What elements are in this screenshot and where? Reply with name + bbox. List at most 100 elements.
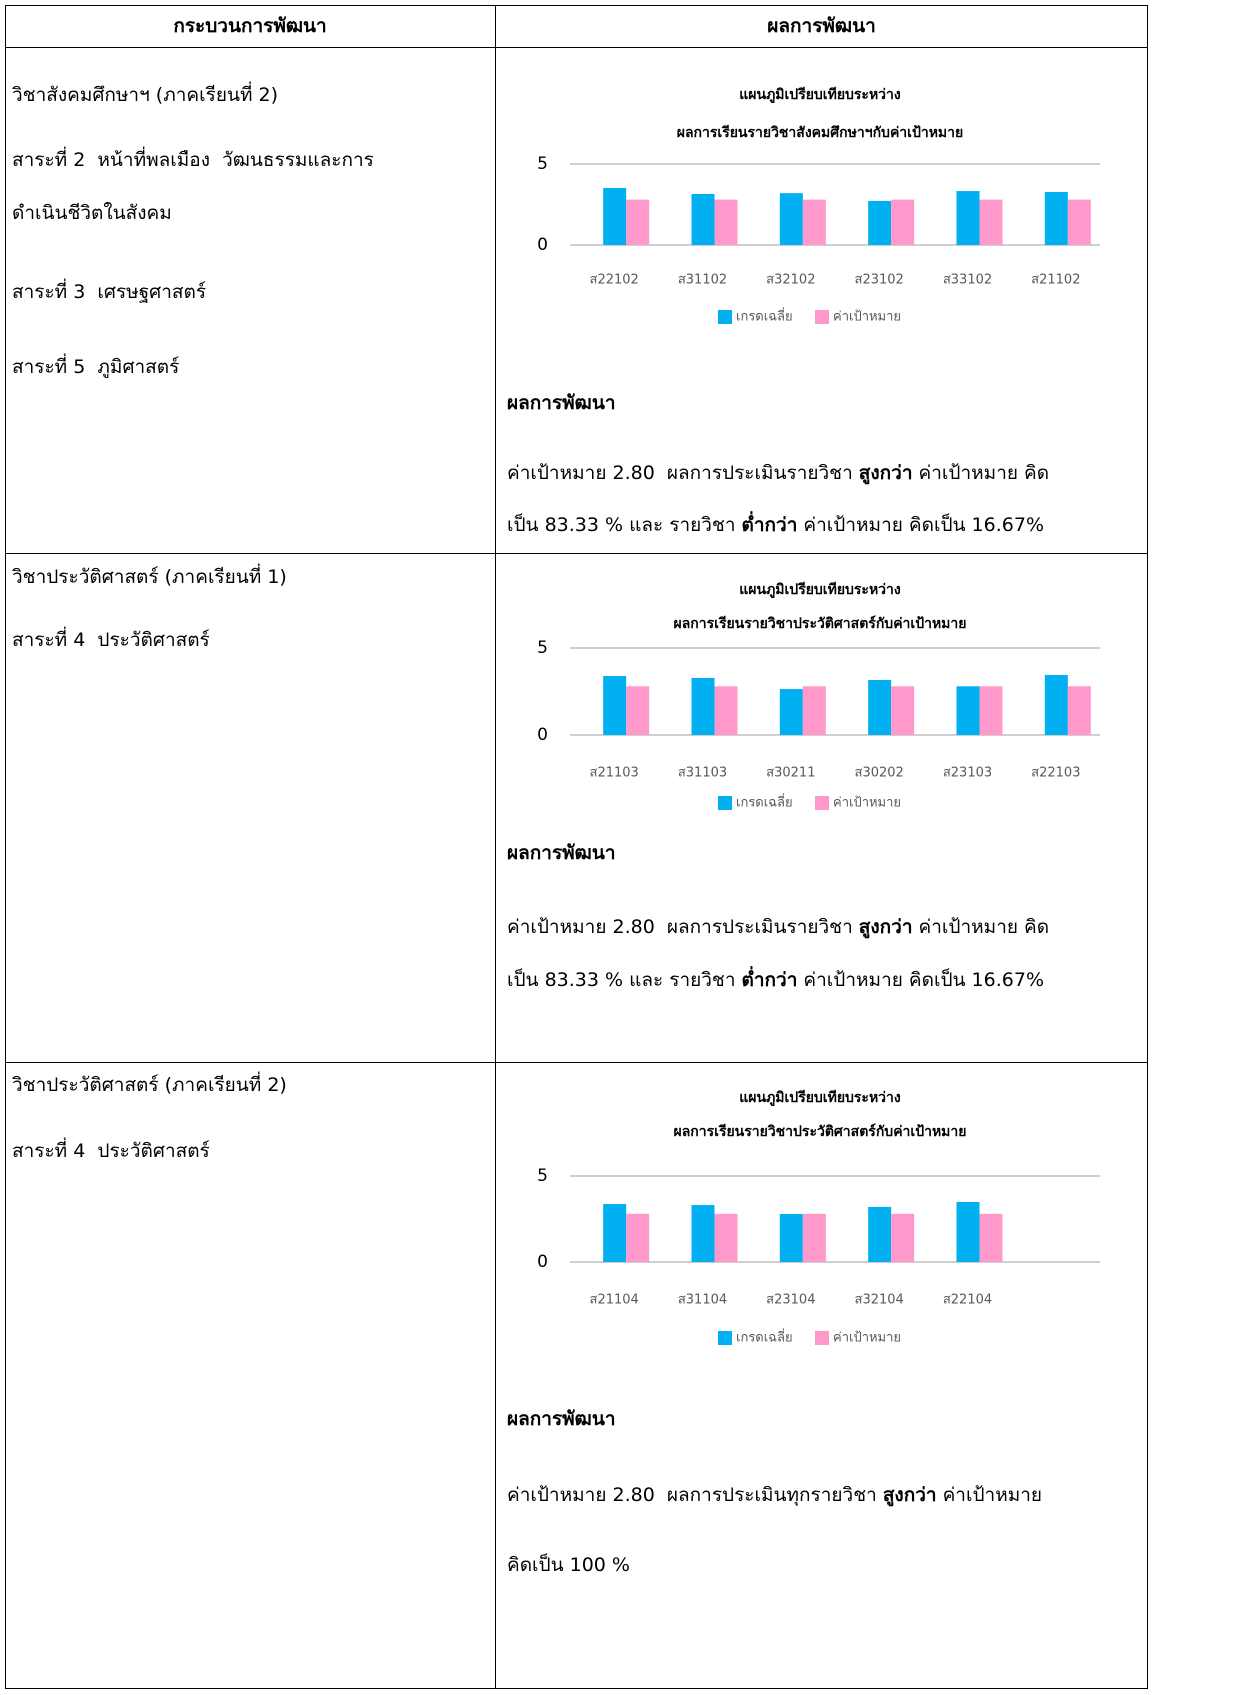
x-tick-label: ส32102 xyxy=(766,273,815,288)
result-heading: ผลการพัฒนา xyxy=(507,392,616,414)
y-tick-label: 0 xyxy=(537,1252,548,1272)
result-heading: ผลการพัฒนา xyxy=(507,1408,616,1430)
bar xyxy=(868,1206,892,1262)
bar xyxy=(1044,674,1068,735)
x-tick-label: ส21104 xyxy=(590,1293,639,1308)
chart-title: ผลการเรียนรายวิชาประวัติศาสตร์กับค่าเป้า… xyxy=(674,1123,967,1140)
legend-label: เกรดเฉลี่ย xyxy=(736,794,793,811)
left-text: สาระที่ 2 หน้าที่พลเมือง วัฒนธรรมและการ xyxy=(12,149,374,171)
bar xyxy=(603,1204,627,1262)
legend-swatch xyxy=(815,1331,829,1345)
table-cell xyxy=(495,1062,1148,1689)
legend-label: เกรดเฉลี่ย xyxy=(736,308,793,325)
left-text: วิชาประวัติศาสตร์ (ภาคเรียนที่ 1) xyxy=(12,566,287,588)
bar xyxy=(979,686,1003,735)
chart-title: ผลการเรียนรายวิชาสังคมศึกษาฯกับค่าเป้าหม… xyxy=(677,124,963,141)
bar xyxy=(626,199,650,245)
left-text: สาระที่ 5 ภูมิศาสตร์ xyxy=(12,356,180,378)
bar xyxy=(891,686,915,735)
legend-swatch xyxy=(815,310,829,324)
y-tick-label: 5 xyxy=(537,154,548,174)
result-segment: คิดเป็น 100 % xyxy=(507,1554,630,1576)
legend-label: ค่าเป้าหมาย xyxy=(833,310,901,325)
bar xyxy=(779,689,803,735)
result-line: เป็น 83.33 % และ รายวิชา ต่ำกว่า ค่าเป้า… xyxy=(507,971,1044,990)
x-tick-label: ส23102 xyxy=(855,273,904,288)
y-tick-label: 0 xyxy=(537,725,548,745)
bar xyxy=(802,686,826,735)
x-tick-label: ส21103 xyxy=(590,766,639,781)
result-segment: สูงกว่า xyxy=(858,462,913,484)
bar xyxy=(891,199,915,245)
result-segment: เป็น 83.33 % และ รายวิชา xyxy=(507,969,742,991)
x-tick-label: ส22102 xyxy=(590,273,639,288)
result-segment: ค่าเป้าหมาย คิดเป็น 16.67% xyxy=(797,514,1045,536)
header-text: กระบวนการพัฒนา xyxy=(173,15,327,37)
left-text: วิชาประวัติศาสตร์ (ภาคเรียนที่ 2) xyxy=(12,1074,287,1096)
bar xyxy=(891,1213,915,1262)
chart: แผนภูมิเปรียบเทียบระหว่างผลการเรียนรายวิ… xyxy=(537,87,1100,325)
result-segment: ค่าเป้าหมาย xyxy=(936,1484,1043,1506)
y-tick-label: 5 xyxy=(537,638,548,658)
y-tick-label: 0 xyxy=(537,235,548,255)
legend-swatch xyxy=(815,796,829,810)
left-text: ดำเนินชีวิตในสังคม xyxy=(12,202,172,224)
result-segment: ต่ำกว่า xyxy=(741,514,798,536)
x-tick-label: ส33102 xyxy=(943,273,992,288)
legend-label: ค่าเป้าหมาย xyxy=(833,1331,901,1346)
result-segment: ค่าเป้าหมาย คิด xyxy=(912,916,1050,938)
result-segment: สูงกว่า xyxy=(882,1484,937,1506)
bar xyxy=(603,187,627,245)
result-heading: ผลการพัฒนา xyxy=(507,842,616,864)
chart: แผนภูมิเปรียบเทียบระหว่างผลการเรียนรายวิ… xyxy=(537,582,1100,811)
left-text: สาระที่ 4 ประวัติศาสตร์ xyxy=(12,1140,210,1162)
x-tick-label: ส22104 xyxy=(943,1293,992,1308)
bar xyxy=(1044,192,1068,245)
bar xyxy=(714,686,738,735)
x-tick-label: ส31104 xyxy=(678,1293,727,1308)
left-text: วิชาสังคมศึกษาฯ (ภาคเรียนที่ 2) xyxy=(12,84,279,106)
bar xyxy=(802,199,826,245)
bar xyxy=(956,686,980,735)
x-tick-label: ส30202 xyxy=(855,766,904,781)
result-segment: เป็น 83.33 % และ รายวิชา xyxy=(507,514,742,536)
x-tick-label: ส30211 xyxy=(766,766,815,781)
header-text: ผลการพัฒนา xyxy=(767,15,876,37)
legend-swatch xyxy=(718,310,732,324)
bar xyxy=(868,200,892,245)
bar xyxy=(714,1213,738,1262)
x-tick-label: ส22103 xyxy=(1031,766,1080,781)
bar xyxy=(1067,199,1091,245)
result-segment: ค่าเป้าหมาย 2.80 ผลการประเมินรายวิชา xyxy=(507,916,859,938)
x-tick-label: ส31102 xyxy=(678,273,727,288)
bar xyxy=(956,191,980,245)
bar xyxy=(802,1213,826,1262)
result-segment: สูงกว่า xyxy=(858,916,913,938)
chart: แผนภูมิเปรียบเทียบระหว่างผลการเรียนรายวิ… xyxy=(537,1090,1100,1346)
bar xyxy=(1067,686,1091,735)
result-segment: ค่าเป้าหมาย 2.80 ผลการประเมินทุกรายวิชา xyxy=(507,1484,883,1506)
bar xyxy=(691,193,715,245)
result-segment: ค่าเป้าหมาย คิดเป็น 16.67% xyxy=(797,969,1045,991)
result-line: ค่าเป้าหมาย 2.80 ผลการประเมินทุกรายวิชา … xyxy=(507,1486,1042,1505)
y-tick-label: 5 xyxy=(537,1166,548,1186)
result-segment: ค่าเป้าหมาย คิด xyxy=(912,462,1050,484)
chart-title: แผนภูมิเปรียบเทียบระหว่าง xyxy=(739,1090,901,1106)
bar xyxy=(626,1213,650,1262)
result-line: เป็น 83.33 % และ รายวิชา ต่ำกว่า ค่าเป้า… xyxy=(507,516,1044,535)
chart-title: แผนภูมิเปรียบเทียบระหว่าง xyxy=(739,582,901,598)
x-tick-label: ส23103 xyxy=(943,766,992,781)
chart-title: ผลการเรียนรายวิชาประวัติศาสตร์กับค่าเป้า… xyxy=(674,615,967,632)
bar xyxy=(779,1214,803,1262)
bar xyxy=(626,686,650,735)
bar xyxy=(779,193,803,245)
bar xyxy=(868,680,892,735)
left-text: สาระที่ 3 เศรษฐศาสตร์ xyxy=(12,281,207,303)
x-tick-label: ส23104 xyxy=(766,1293,815,1308)
x-tick-label: ส32104 xyxy=(855,1293,904,1308)
legend-label: ค่าเป้าหมาย xyxy=(833,796,901,811)
bar xyxy=(979,1213,1003,1262)
bar xyxy=(603,676,627,735)
x-tick-label: ส21102 xyxy=(1031,273,1080,288)
